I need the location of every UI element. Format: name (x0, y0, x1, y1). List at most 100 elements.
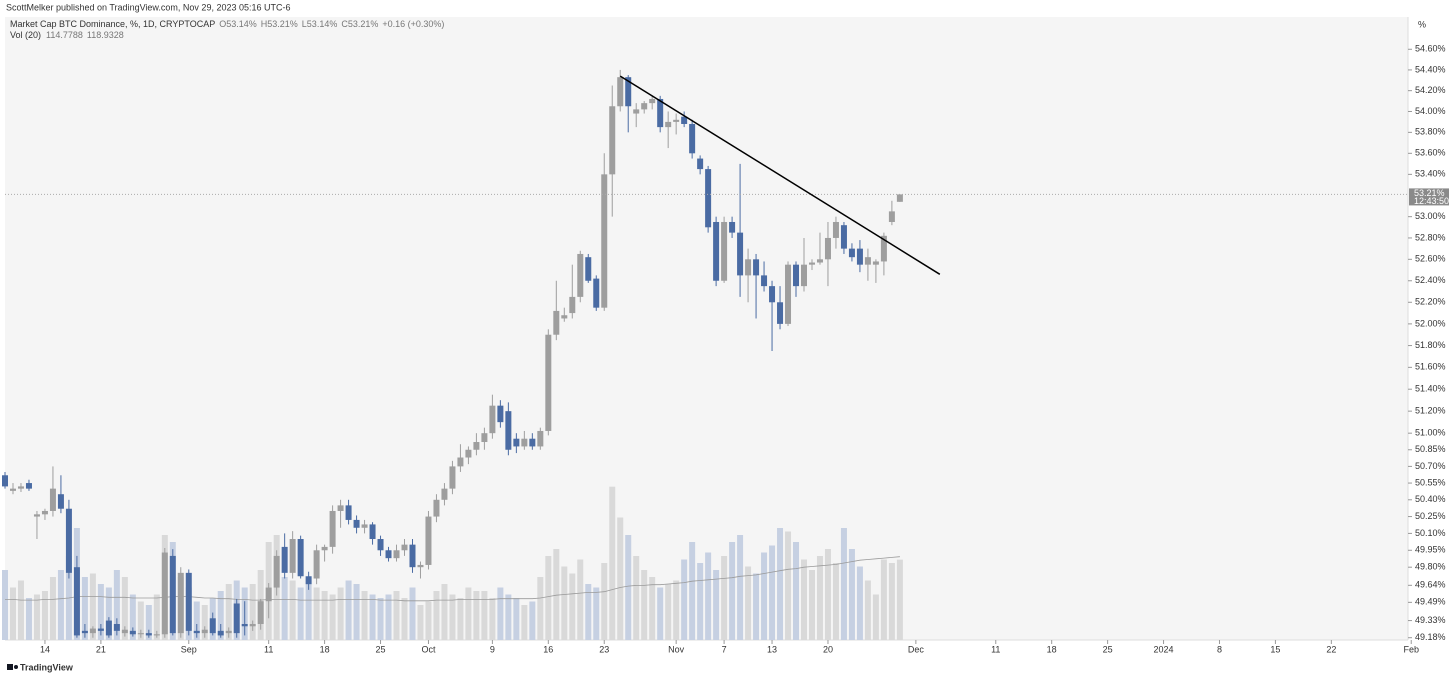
y-tick-label: 54.20% (1415, 85, 1446, 95)
y-tick-label: 50.40% (1415, 494, 1446, 504)
x-tick-label: 22 (1326, 644, 1336, 654)
candle-body (337, 505, 344, 511)
volume-bar (545, 556, 552, 640)
candle-body (673, 119, 680, 122)
candle-body (377, 539, 384, 551)
candle-body (81, 630, 88, 634)
candle-body (601, 174, 608, 308)
volume-bar (697, 563, 704, 640)
candle-body (705, 169, 712, 228)
candle-body (417, 564, 424, 568)
volume-bar (377, 598, 384, 640)
x-tick-label: 21 (96, 644, 106, 654)
volume-legend-ma: 118.9328 (87, 30, 124, 40)
y-tick-label: 51.80% (1415, 340, 1446, 350)
brand: TradingView (20, 662, 74, 672)
candle-body (353, 519, 360, 528)
ohlc-high: H53.21% (261, 19, 298, 29)
volume-bar (593, 587, 600, 640)
y-tick-label: 51.00% (1415, 428, 1446, 438)
candle-body (649, 98, 656, 104)
candle-body (473, 442, 480, 450)
y-tick-label: 53.60% (1415, 148, 1446, 158)
volume-bar (816, 556, 823, 640)
volume-bar (129, 594, 136, 640)
candle-body (808, 262, 815, 265)
volume-bar (896, 559, 903, 640)
volume-bar (41, 591, 48, 640)
volume-bar (785, 531, 792, 640)
volume-bar (729, 542, 736, 640)
candle-body (457, 457, 464, 467)
y-tick-label: 49.33% (1415, 615, 1446, 625)
y-tick-label: 53.00% (1415, 211, 1446, 221)
candle-body (609, 106, 616, 175)
candle-body (689, 123, 696, 154)
candle-body (697, 158, 704, 170)
volume-bar (449, 594, 456, 640)
volume-legend: Vol (20) 114.7788 118.9328 (10, 30, 124, 40)
candle-body (369, 524, 376, 540)
y-tick-label: 51.40% (1415, 384, 1446, 394)
volume-bar (577, 559, 584, 640)
y-unit: % (1418, 19, 1426, 29)
candle-body (641, 103, 648, 110)
candle-body (209, 618, 216, 634)
publisher: ScottMelker published on TradingView.com… (6, 2, 291, 12)
ohlc-change: +0.16 (+0.30%) (382, 19, 444, 29)
candle-body (545, 334, 552, 431)
volume-bar (808, 570, 815, 640)
candle-body (721, 221, 728, 281)
legend-line: Market Cap BTC Dominance, %, 1D, CRYPTOC… (10, 19, 444, 29)
y-tick-label: 51.60% (1415, 362, 1446, 372)
volume-bar (569, 573, 576, 640)
volume-bar (81, 577, 88, 640)
last-price-box (1409, 188, 1449, 206)
volume-bar (521, 605, 528, 640)
volume-bar (393, 591, 400, 640)
candle-body (577, 253, 584, 297)
volume-bar (537, 577, 544, 640)
ohlc-low: L53.14% (302, 19, 338, 29)
candle-body (777, 302, 784, 324)
x-tick-label: 15 (1270, 644, 1280, 654)
ohlc-open: O53.14% (219, 19, 257, 29)
volume-bar (617, 517, 624, 640)
candle-body (585, 257, 592, 281)
volume-bar (793, 542, 800, 640)
candle-body (249, 623, 256, 627)
volume-bar (385, 594, 392, 640)
volume-bar (561, 566, 568, 640)
candle-body (49, 488, 56, 511)
candle-body (713, 221, 720, 281)
candle-body (233, 603, 240, 634)
candle-body (465, 449, 472, 458)
y-tick-label: 50.25% (1415, 511, 1446, 521)
volume-bar (769, 545, 776, 640)
volume-bar (633, 556, 640, 640)
candle-body (793, 264, 800, 287)
candle-body (17, 486, 24, 489)
volume-bar (201, 605, 208, 640)
candle-body (481, 433, 488, 443)
candle-body (65, 508, 72, 573)
volume-bar (665, 584, 672, 640)
candle-body (305, 576, 312, 585)
candle-body (105, 620, 112, 636)
volume-bar (297, 587, 304, 640)
ohlc-close: C53.21% (341, 19, 378, 29)
y-tick-label: 53.40% (1415, 169, 1446, 179)
candle-body (489, 405, 496, 434)
candle-body (561, 315, 568, 319)
volume-bar (281, 577, 288, 640)
volume-bar (465, 587, 472, 640)
candle-body (281, 546, 288, 573)
candle-body (513, 438, 520, 447)
volume-bar (721, 556, 728, 640)
candle-body (89, 628, 96, 634)
x-tick-label: 11 (991, 644, 1000, 654)
candle-body (153, 634, 160, 636)
volume-bar (585, 584, 592, 640)
candle-body (25, 483, 32, 489)
y-tick-label: 50.10% (1415, 528, 1446, 538)
